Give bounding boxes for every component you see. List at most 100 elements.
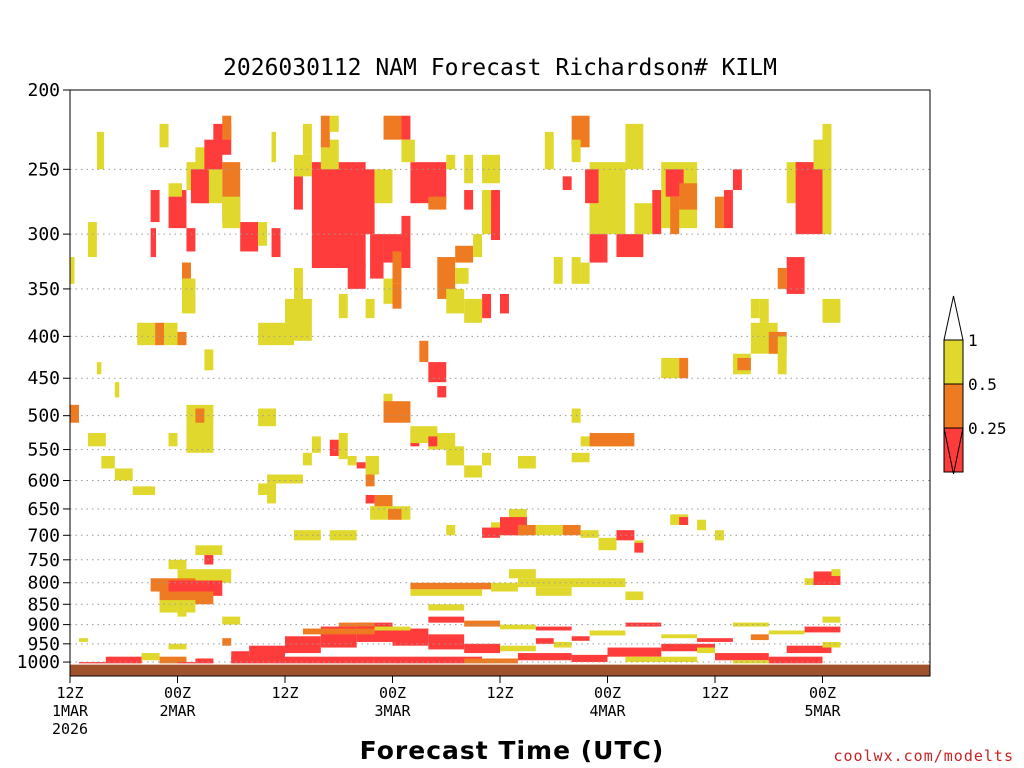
heatmap-cell — [370, 234, 384, 279]
heatmap-cell — [190, 169, 209, 204]
heatmap-cell — [365, 474, 375, 487]
heatmap-cell — [132, 486, 156, 496]
heatmap-cell — [437, 386, 447, 398]
heatmap-cell — [383, 393, 393, 409]
heatmap-cell — [562, 176, 572, 191]
heatmap-cell — [168, 190, 187, 229]
heatmap-cell — [732, 622, 769, 627]
heatmap-cell — [786, 257, 805, 294]
chart-title: 2026030112 NAM Forecast Richardson# KILM — [223, 55, 777, 81]
heatmap-cell — [804, 578, 823, 585]
heatmap-cell — [589, 630, 626, 636]
y-tick-label: 800 — [27, 573, 60, 594]
x-tick-label: 12Z — [271, 684, 298, 702]
heatmap-cell — [177, 608, 187, 617]
heatmap-cell — [553, 257, 563, 284]
heatmap-cell — [535, 524, 563, 536]
heatmap-cell — [293, 154, 312, 177]
heatmap-cell — [222, 638, 232, 646]
heatmap-cell — [177, 662, 196, 664]
heatmap-cell — [168, 559, 187, 570]
heatmap-cell — [464, 298, 483, 323]
heatmap-cell — [777, 267, 787, 289]
y-tick-label: 1000 — [17, 652, 60, 673]
heatmap-cell — [580, 262, 590, 284]
heatmap-cell — [535, 638, 554, 644]
heatmap-cell — [401, 115, 411, 140]
heatmap-cell — [679, 517, 689, 525]
heatmap-cell — [813, 139, 823, 170]
heatmap-cell — [464, 154, 474, 184]
heatmap-cell — [679, 357, 689, 379]
y-tick-label: 500 — [27, 406, 60, 427]
heatmap-cell — [258, 483, 277, 496]
heatmap-cell — [383, 278, 393, 304]
heatmap-cell — [464, 620, 500, 627]
heatmap-cell — [329, 115, 339, 132]
heatmap-cell — [159, 656, 187, 664]
heatmap-cell — [181, 262, 191, 279]
heatmap-cell — [96, 362, 102, 375]
heatmap-cell — [715, 196, 724, 229]
heatmap-cell — [500, 624, 536, 630]
heatmap-cell — [625, 591, 644, 601]
heatmap-cell — [374, 656, 483, 664]
y-tick-label: 900 — [27, 615, 60, 636]
y-tick-label: 200 — [27, 80, 60, 101]
heatmap-cell — [258, 322, 294, 346]
y-tick-label: 650 — [27, 499, 60, 520]
heatmap-cell — [271, 131, 277, 163]
heatmap-cell — [356, 462, 366, 469]
heatmap-cell — [338, 433, 348, 460]
heatmap-cell — [222, 115, 232, 140]
heatmap-cell — [732, 169, 742, 191]
heatmap-cell — [500, 293, 509, 314]
y-tick-label: 300 — [27, 224, 60, 245]
heatmap-cell — [670, 196, 680, 235]
heatmap-cell — [392, 628, 429, 646]
heatmap-cell — [571, 257, 581, 284]
heatmap-cell — [222, 616, 241, 625]
legend-bin — [943, 383, 964, 429]
x-tick-label: 1MAR — [52, 702, 89, 720]
heatmap-cell — [661, 357, 680, 379]
heatmap-cell — [101, 455, 115, 469]
heatmap-cell — [482, 293, 492, 319]
heatmap-cell — [105, 656, 142, 664]
heatmap-cell — [204, 349, 214, 371]
heatmap-cell — [697, 647, 715, 654]
y-tick-label: 550 — [27, 440, 60, 461]
heatmap-cell — [302, 452, 312, 466]
heatmap-cell — [168, 643, 187, 650]
heatmap-cell — [177, 331, 187, 346]
heatmap-cell — [464, 658, 518, 664]
heatmap-cell — [670, 514, 689, 525]
heatmap-cell — [446, 524, 456, 536]
ground-band-fill — [70, 664, 930, 676]
heatmap-cell — [446, 154, 456, 170]
heatmap-cell — [240, 222, 259, 252]
heatmap-cell — [455, 245, 474, 263]
heatmap-cell — [508, 569, 536, 579]
x-tick-label: 00Z — [809, 684, 836, 702]
heatmap-cell — [70, 257, 75, 284]
heatmap-cell — [737, 357, 751, 371]
ground-band — [70, 663, 930, 676]
x-tick-label: 4MAR — [589, 702, 626, 720]
legend-level-label: 1 — [968, 331, 978, 350]
heatmap-cell — [168, 183, 182, 197]
heatmap-cell — [70, 404, 79, 423]
heatmap-cell — [410, 589, 483, 596]
heatmap-cell — [482, 190, 492, 204]
heatmap-cell — [159, 123, 169, 148]
heatmap-cell — [723, 190, 733, 229]
y-tick-label: 600 — [27, 470, 60, 491]
heatmap-cell — [517, 653, 572, 661]
heatmap-cell — [374, 495, 393, 509]
heatmap-cell — [822, 123, 832, 235]
heatmap-cell — [96, 131, 105, 170]
heatmap-cell — [482, 154, 500, 184]
heatmap-cell — [598, 537, 617, 551]
color-legend: 1 0.5 0.25 — [943, 295, 1007, 475]
